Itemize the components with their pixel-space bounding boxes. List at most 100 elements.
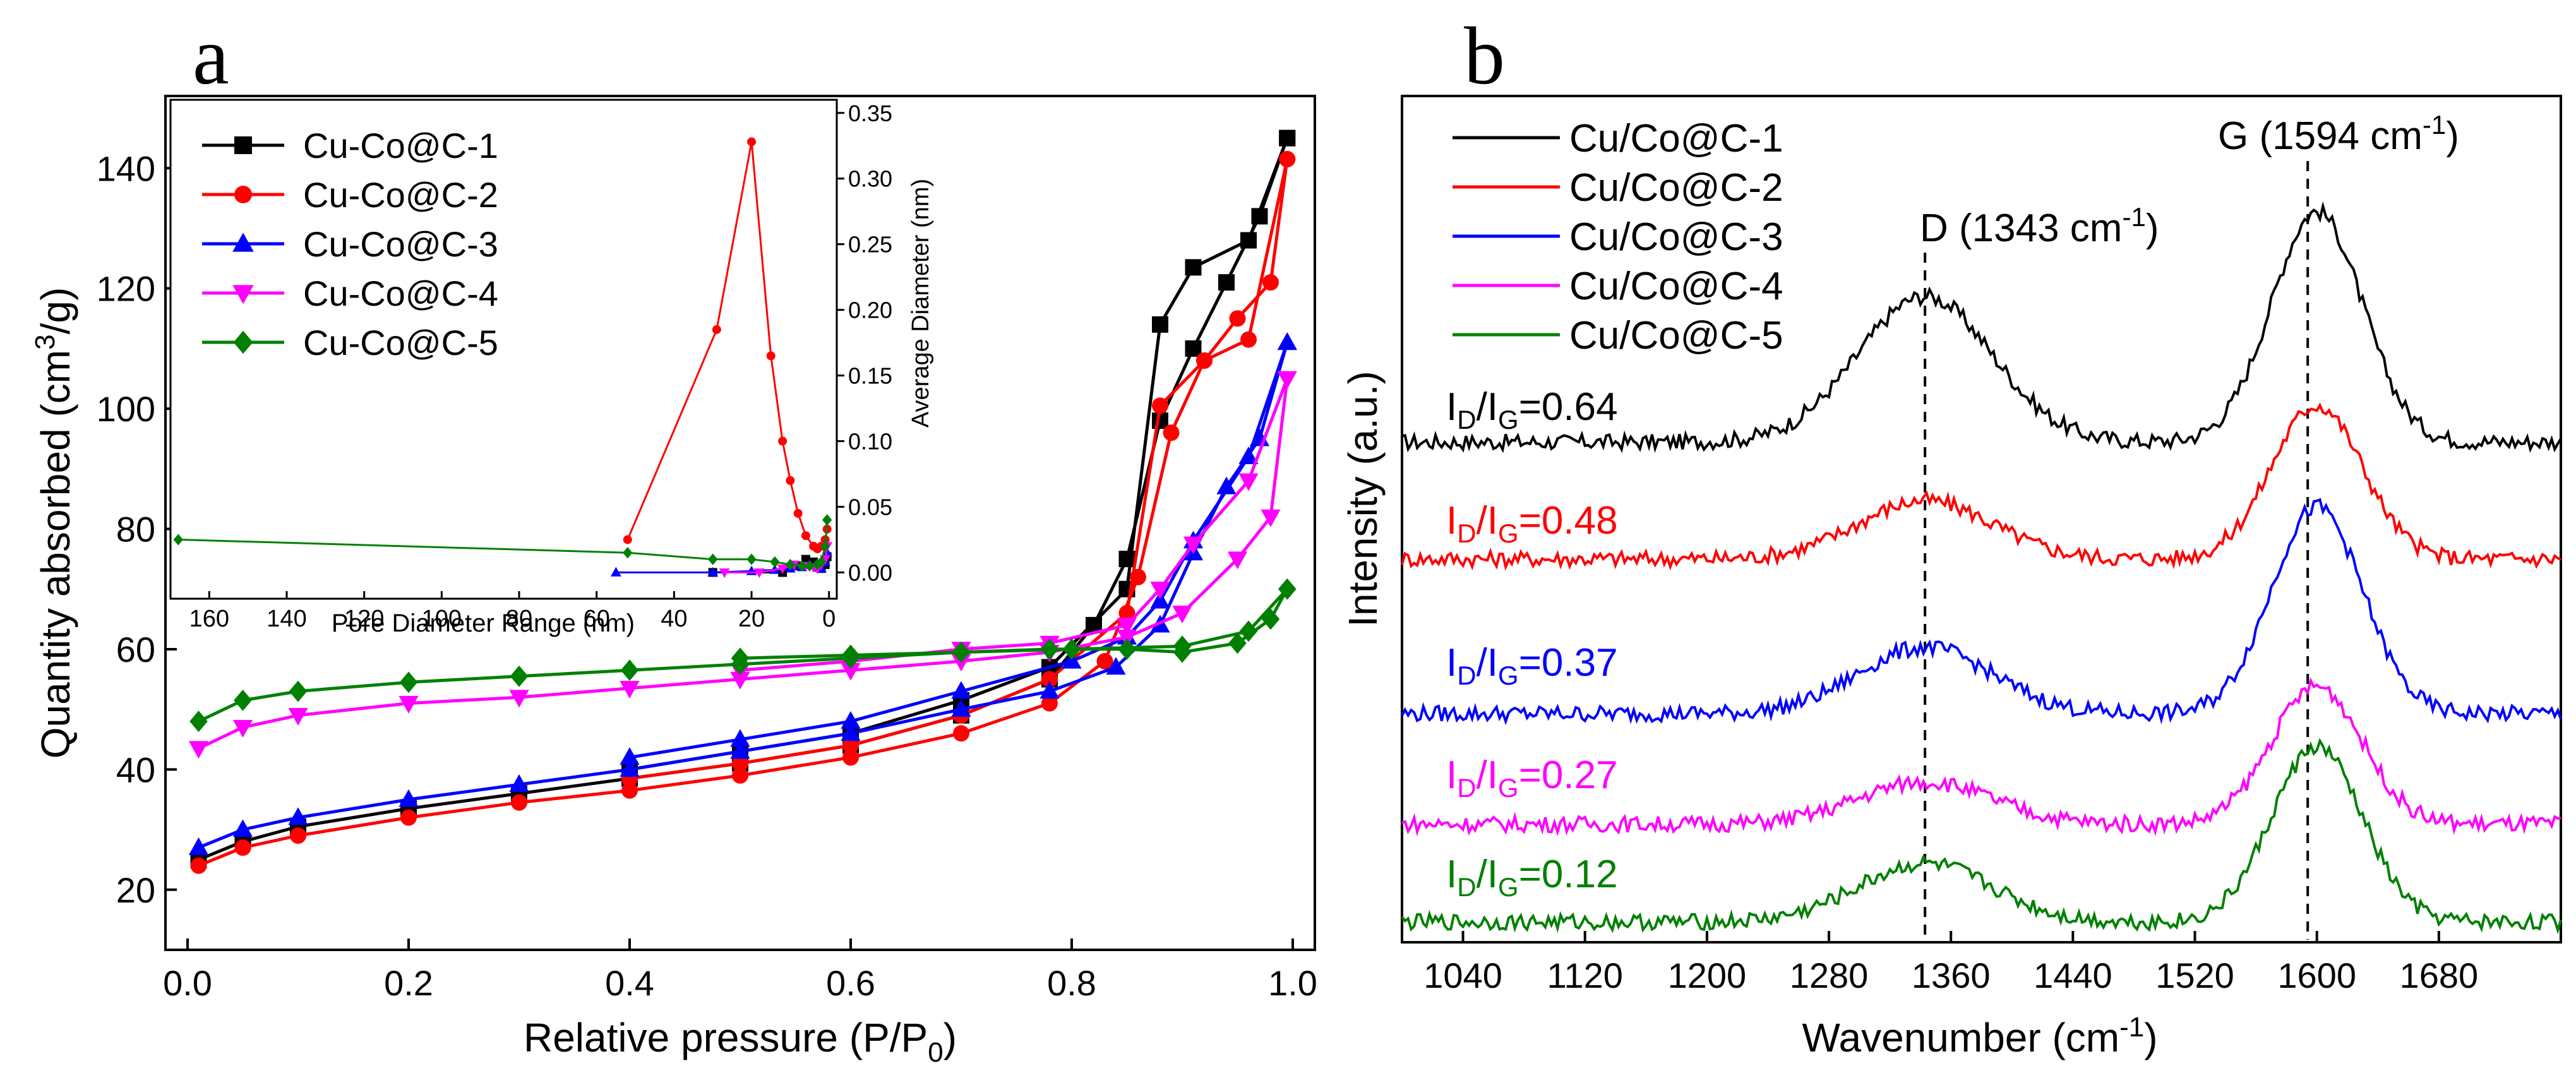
data-point: [398, 695, 419, 714]
legend-a-marker: [233, 330, 253, 354]
inset-x-tick-label: 120: [344, 606, 384, 632]
legend-a-label: Cu-Co@C-4: [303, 273, 498, 313]
data-point: [1277, 371, 1297, 389]
raman-spectrum: [1401, 498, 2562, 726]
data-point: [1062, 638, 1081, 660]
inset-ylabel: Average Diameter (nm): [908, 179, 934, 428]
inset-point: [719, 568, 730, 578]
inset-point: [712, 325, 721, 334]
panel-a-ticks: 0.0 0.2 0.4 0.6 0.8 1.0 20 40 60 80 100 120 140: [97, 148, 1317, 1003]
y-tick-label: 100: [97, 389, 155, 429]
data-point: [1261, 509, 1281, 527]
legend-b-label: Cu/Co@C-3: [1569, 215, 1783, 259]
data-point: [951, 698, 971, 717]
x-tick-label: 0.8: [1047, 963, 1096, 1003]
panel-b-ratio-labels: ID/IG=0.64 ID/IG=0.48 ID/IG=0.37 ID/IG=0.27…: [1446, 385, 1618, 902]
raman-spectrum: [1401, 738, 2562, 935]
data-point: [1152, 397, 1168, 414]
data-point: [842, 749, 859, 766]
raman-spectrum: [1401, 402, 2562, 571]
inset-point: [770, 556, 780, 568]
inset-y-tick-label: 0.35: [848, 100, 892, 126]
legend-b-label: Cu/Co@C-4: [1569, 265, 1783, 308]
inset-point: [785, 558, 796, 571]
data-point: [1183, 536, 1204, 554]
inset-point: [786, 476, 795, 485]
data-point: [1150, 582, 1170, 599]
x-tick-label: 0.6: [826, 963, 875, 1003]
raman-spectrum: [1401, 201, 2562, 453]
data-point: [1229, 310, 1246, 327]
data-point: [234, 689, 252, 711]
data-point: [1172, 606, 1192, 624]
panel-b-ticks: 1040 1120 1200 1280 1360 1440 1520 1600 1680: [1423, 931, 2478, 995]
y-tick-label: 80: [116, 510, 155, 549]
inset-point: [753, 568, 765, 578]
inset-point: [623, 535, 632, 544]
data-point: [1216, 476, 1237, 495]
data-point: [841, 662, 861, 681]
inset-point: [623, 547, 633, 559]
inset-y-tick-label: 0.20: [848, 297, 892, 323]
data-point: [1150, 590, 1170, 609]
data-point: [289, 680, 308, 702]
panel-a-chart: 0.0 0.2 0.4 0.6 0.8 1.0 20 40 60 80 100 120 140 Rela…: [30, 95, 1317, 1068]
data-point: [620, 659, 639, 681]
inset-ticks: 160 140 120 100 80 60 40 20 0 0.00 0.05 0.10 0.15 0.2…: [189, 100, 892, 632]
data-point: [841, 722, 861, 741]
inset-x-tick-label: 40: [661, 606, 687, 632]
y-tick-label: 60: [116, 630, 155, 669]
data-point: [732, 755, 748, 772]
data-point: [730, 741, 750, 759]
inset-point: [707, 566, 719, 577]
d-peak-label: D (1343 cm-1): [1920, 202, 2159, 250]
inset-x-tick-label: 100: [422, 606, 462, 632]
y-tick-label: 120: [97, 269, 155, 309]
inset-point: [801, 531, 810, 541]
data-point: [1278, 578, 1297, 600]
panel-b-frame: [1401, 95, 2562, 944]
data-point: [1185, 340, 1202, 357]
inset-point: [793, 508, 803, 518]
y-tick-label: 140: [97, 148, 155, 188]
b-x-tick-label: 1040: [1423, 956, 1502, 995]
panel-b-label: b: [1464, 11, 1505, 102]
data-point: [510, 665, 529, 687]
inset-x-tick-label: 160: [189, 606, 229, 632]
legend-a-label: Cu-Co@C-2: [303, 175, 498, 215]
data-point: [511, 794, 527, 811]
y-tick-label: 40: [116, 750, 155, 789]
data-point: [1041, 671, 1058, 688]
data-point: [841, 644, 860, 666]
inset-x-tick-label: 20: [738, 606, 765, 632]
data-point: [730, 729, 750, 747]
data-point: [1238, 473, 1259, 491]
inset-point: [747, 137, 757, 147]
data-point: [842, 737, 859, 754]
data-point: [1218, 274, 1235, 291]
data-point: [1096, 652, 1113, 669]
legend-a-marker: [232, 232, 254, 252]
data-point: [190, 857, 207, 874]
inset-y-tick-label: 0.25: [848, 232, 892, 258]
data-point: [1240, 232, 1257, 249]
data-point: [234, 839, 251, 856]
legend-a-marker: [232, 285, 254, 304]
data-point: [398, 789, 419, 807]
data-point: [951, 681, 971, 699]
x-tick-label: 0.0: [163, 963, 212, 1003]
data-point: [288, 807, 308, 825]
inset-y-tick-label: 0.00: [848, 560, 892, 585]
x-tick-label: 1.0: [1268, 963, 1317, 1003]
data-point: [1262, 274, 1279, 291]
data-point: [1196, 352, 1213, 369]
inset-point: [173, 534, 183, 546]
y-tick-label: 20: [116, 870, 155, 910]
inset-point: [797, 560, 807, 572]
x-tick-label: 0.4: [605, 963, 654, 1003]
b-x-tick-label: 1600: [2277, 956, 2356, 995]
inset-point: [746, 553, 757, 565]
x-tick-label: 0.2: [384, 963, 433, 1003]
inset-point: [778, 436, 788, 446]
